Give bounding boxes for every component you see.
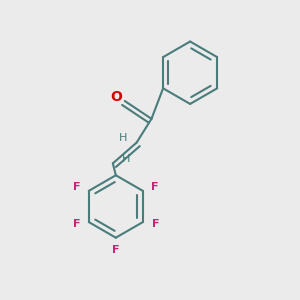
Text: H: H — [122, 154, 130, 164]
Text: O: O — [110, 90, 122, 104]
Text: H: H — [119, 133, 128, 143]
Text: F: F — [73, 182, 81, 192]
Text: F: F — [152, 220, 159, 230]
Text: F: F — [73, 220, 80, 230]
Text: F: F — [112, 244, 120, 255]
Text: F: F — [151, 182, 158, 192]
